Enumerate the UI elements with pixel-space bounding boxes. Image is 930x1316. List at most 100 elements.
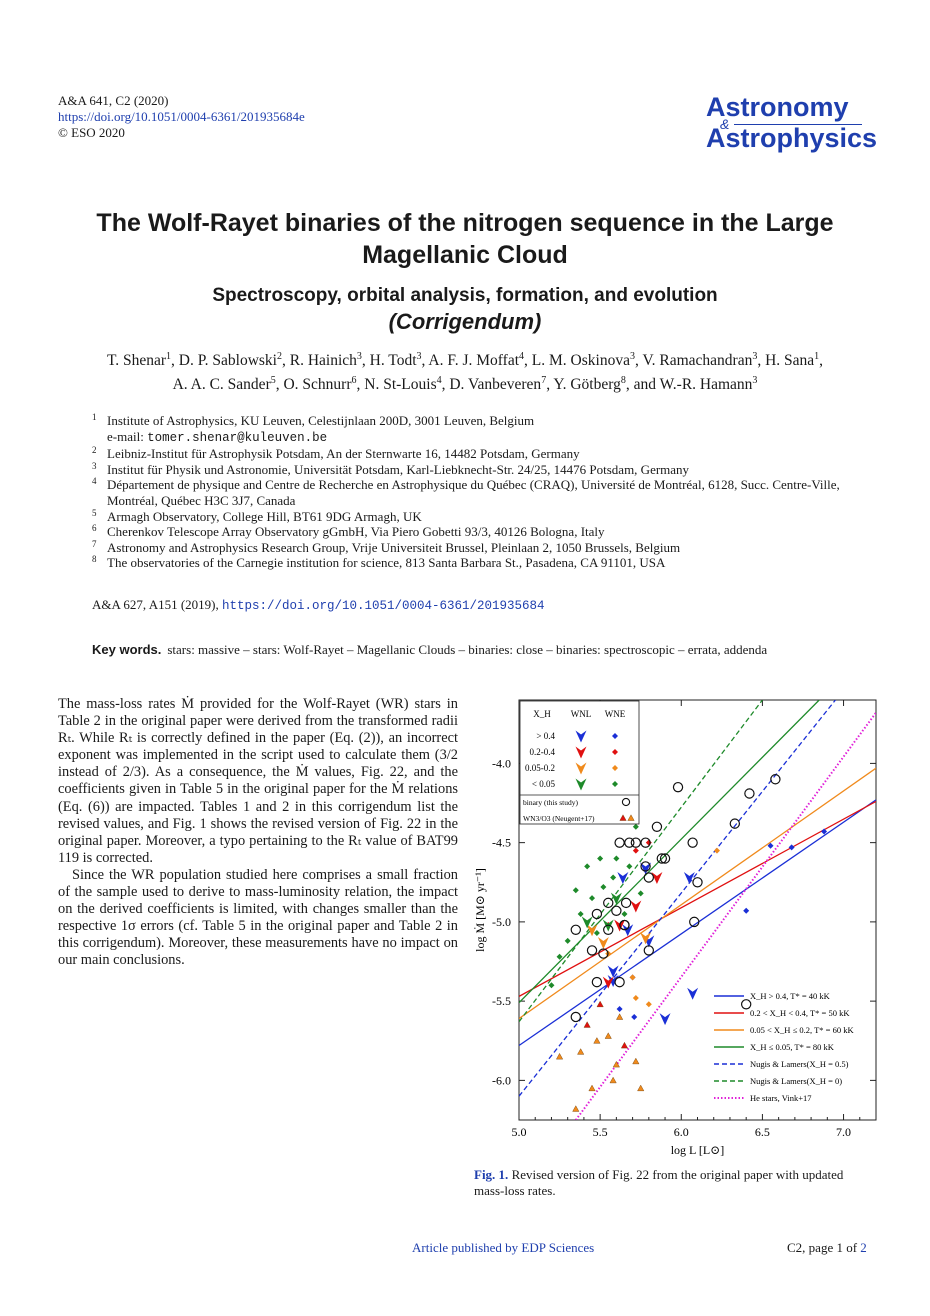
wne-marker — [589, 895, 596, 902]
x-axis-label: log L [L⊙] — [671, 1143, 725, 1157]
author: A. F. J. Moffat4 — [428, 351, 524, 369]
binary-marker — [687, 837, 698, 848]
paragraph-2: Since the WR population studied here com… — [58, 866, 458, 969]
figure-caption-label[interactable]: Fig. 1. — [474, 1167, 509, 1182]
affiliation-text: Institute of Astrophysics, KU Leuven, Ce… — [107, 413, 535, 428]
paper-title: The Wolf-Rayet binaries of the nitrogen … — [60, 207, 870, 271]
wnl-marker — [586, 924, 598, 937]
logo-rule — [734, 124, 862, 125]
affiliation-text: Armagh Observatory, College Hill, BT61 9… — [107, 508, 422, 524]
wnl-marker — [683, 872, 695, 885]
legend-header: WNL — [571, 709, 592, 719]
wn3-marker — [604, 1032, 612, 1039]
affiliation-number: 1 — [92, 412, 97, 422]
line-legend-label: 0.2 < X_H < 0.4, T* = 50 kK — [750, 1008, 850, 1018]
binary-marker — [740, 999, 752, 1010]
author-name: D. P. Sablowski — [178, 352, 277, 370]
email-address[interactable]: tomer.shenar@kuleuven.be — [147, 430, 328, 445]
figure-caption-text: Revised version of Fig. 22 from the orig… — [474, 1167, 844, 1198]
affiliation-number: 5 — [92, 507, 97, 518]
binary-marker — [744, 788, 755, 799]
wne-marker — [767, 842, 774, 849]
author-name: T. Shenar — [106, 352, 167, 370]
affiliation: 6 Cherenkov Telescope Array Observatory g… — [92, 523, 852, 540]
y-tick-label: -4.0 — [492, 756, 511, 770]
wnl-marker — [640, 862, 652, 875]
fit-line — [519, 799, 876, 1047]
journal-reference: A&A 641, C2 (2020) — [58, 93, 169, 108]
legend-binary-label: binary (this study) — [523, 798, 578, 807]
affiliation: 3 Institut für Physik und Astronomie, Uni… — [92, 460, 852, 478]
wn3-marker — [627, 814, 635, 821]
binary-marker — [598, 948, 609, 959]
wnl-marker — [610, 892, 622, 905]
author-affiliation-number: 4 — [436, 375, 442, 387]
affiliation-number: 3 — [92, 460, 97, 471]
line-legend-label: Nugis & Lamers(X_H = 0) — [750, 1076, 842, 1086]
wne-marker — [564, 937, 571, 944]
publisher-link[interactable]: Article published by EDP Sciences — [412, 1240, 595, 1255]
wne-marker — [632, 847, 639, 854]
binary-marker — [656, 853, 667, 864]
wn3-marker — [596, 1000, 604, 1008]
wnl-marker — [575, 746, 587, 759]
fit-line — [574, 712, 876, 1120]
affiliation: 5 Armagh Observatory, College Hill, BT61 … — [92, 507, 852, 525]
author-name: N. St-Louis — [364, 376, 437, 394]
wne-marker — [637, 890, 644, 897]
wnl-marker — [607, 975, 619, 988]
wnl-marker — [622, 924, 634, 937]
binary-marker — [640, 861, 651, 872]
x-tick-label: 5.0 — [512, 1125, 527, 1139]
wne-marker — [788, 844, 795, 851]
wne-marker — [713, 847, 720, 854]
author-name: R. Hainich — [289, 352, 357, 370]
wne-marker — [577, 910, 584, 917]
wne-marker — [612, 749, 618, 755]
binary-marker — [729, 818, 741, 829]
wne-marker — [556, 953, 563, 960]
author-name: V. Ramachandran — [642, 352, 753, 370]
author: L. M. Oskinova3 — [532, 351, 635, 369]
title-line-2: Magellanic Cloud — [362, 241, 568, 269]
affiliation-text: Astronomy and Astrophysics Research Grou… — [107, 539, 681, 555]
wne-marker — [612, 733, 618, 739]
doi-link[interactable]: https://doi.org/10.1051/0004-6361/201935… — [58, 109, 305, 124]
x-tick-label: 7.0 — [836, 1125, 851, 1139]
wne-marker — [629, 974, 636, 981]
logo-word-astronomy: Astronomy — [706, 92, 849, 122]
author-affiliation-number: 6 — [351, 375, 357, 387]
binary-marker — [603, 924, 614, 936]
y-axis-label: log Ṁ [M⊙ yr⁻¹] — [473, 868, 487, 952]
wne-marker — [610, 874, 617, 881]
author: Y. Götberg8 — [553, 375, 626, 393]
citation-doi-link[interactable]: https://doi.org/10.1051/0004-6361/201935… — [222, 599, 545, 613]
binary-marker — [591, 976, 603, 988]
binary-marker — [640, 837, 651, 848]
wne-marker — [631, 1013, 638, 1020]
wne-marker — [593, 929, 600, 936]
wne-marker — [572, 887, 579, 894]
affiliation-list: 1 Institute of Astrophysics, KU Leuven, C… — [92, 412, 852, 571]
wnl-marker — [659, 1013, 671, 1026]
binary-marker — [619, 919, 630, 931]
author-affiliation-number: 8 — [620, 375, 626, 387]
affiliation-text: Institut für Physik und Astronomie, Univ… — [107, 461, 690, 477]
page-total-link[interactable]: 2 — [860, 1240, 867, 1255]
wn3-marker — [620, 1041, 629, 1049]
y-tick-label: -4.5 — [492, 836, 511, 850]
wne-marker — [600, 884, 607, 891]
author-affiliation-number: 1 — [166, 351, 172, 362]
legend-header: X_H — [533, 709, 551, 719]
binary-marker — [672, 781, 684, 793]
author-affiliation-number: 2 — [276, 351, 282, 362]
legend-row-label: 0.05-0.2 — [525, 763, 555, 773]
author: O. Schnurr6 — [283, 375, 357, 393]
wne-marker — [612, 765, 618, 771]
author: N. St-Louis4 — [364, 375, 442, 394]
affiliation-number: 8 — [92, 554, 97, 565]
x-tick-label: 5.5 — [593, 1125, 608, 1139]
binary-marker — [770, 774, 781, 785]
author-list: T. Shenar1, D. P. Sablowski2, R. Hainich… — [106, 351, 824, 394]
wn3-marker — [583, 1021, 591, 1028]
